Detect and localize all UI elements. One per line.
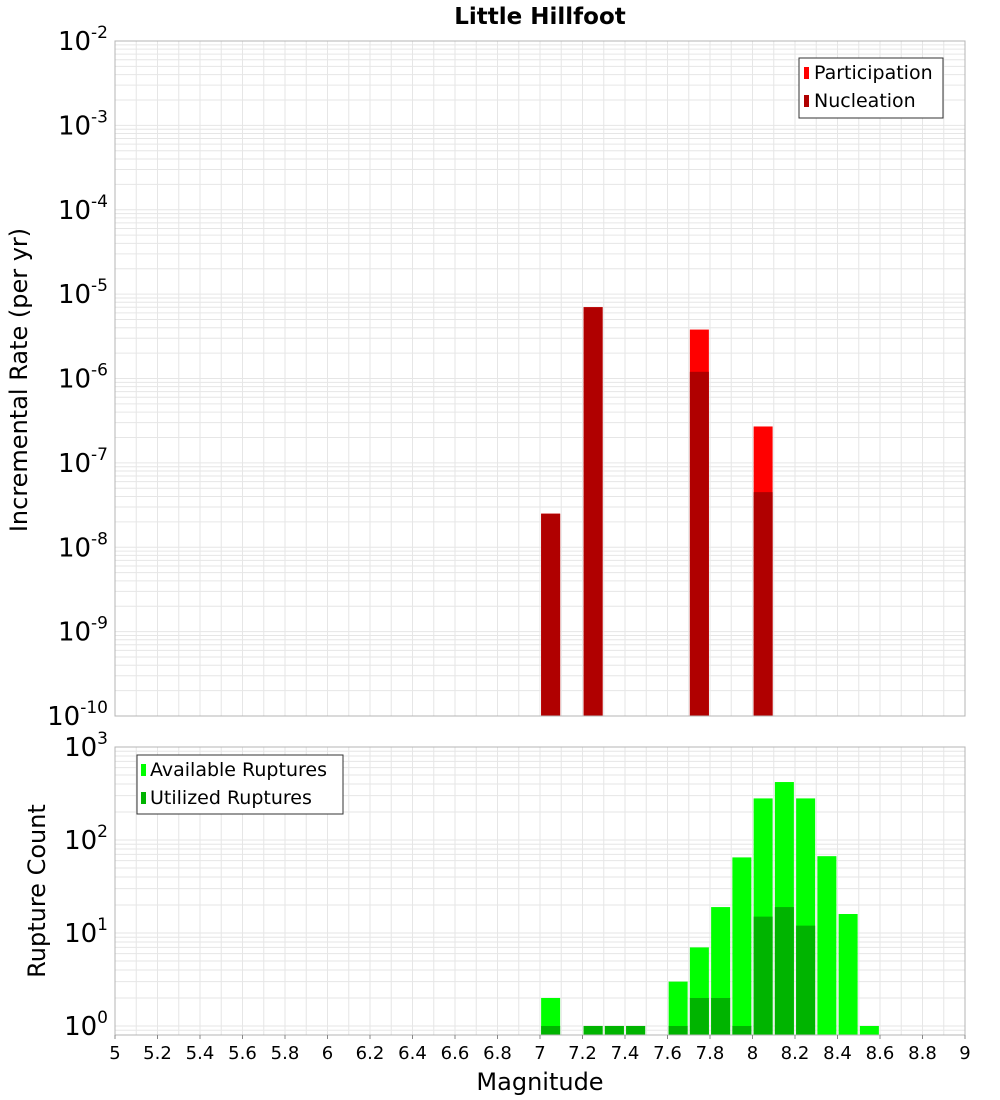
- bar-utilized-ruptures: [583, 1025, 603, 1035]
- x-tick-label: 6.6: [441, 1043, 470, 1064]
- x-tick-label: 8.4: [823, 1043, 852, 1064]
- x-tick-label: 6.4: [398, 1043, 427, 1064]
- legend-swatch-participation: [804, 67, 809, 79]
- x-tick-label: 8.2: [781, 1043, 810, 1064]
- bar-utilized-ruptures: [774, 907, 794, 1035]
- y-tick-label: 10-7: [58, 445, 108, 479]
- bar-available-ruptures: [817, 856, 837, 1035]
- legend-label-nucleation: Nucleation: [814, 90, 916, 112]
- legend-swatch-nucleation: [804, 95, 809, 107]
- x-tick-label: 8.6: [866, 1043, 895, 1064]
- x-tick-label: 7.4: [611, 1043, 640, 1064]
- bar-nucleation: [541, 513, 561, 716]
- bar-available-ruptures: [838, 914, 858, 1035]
- legend-label-participation: Participation: [814, 62, 933, 84]
- bottom-bars: [541, 782, 879, 1035]
- legend-swatch-utilized: [141, 792, 146, 804]
- y-tick-label: 101: [64, 915, 108, 949]
- top-legend: Participation Nucleation: [798, 57, 944, 119]
- bar-utilized-ruptures: [689, 997, 709, 1035]
- bar-available-ruptures: [668, 981, 688, 1035]
- y-tick-label: 10-5: [58, 276, 108, 310]
- y-tick-label: 10-9: [58, 614, 108, 648]
- legend-label-available: Available Ruptures: [150, 759, 327, 781]
- x-tick-label: 5: [109, 1043, 120, 1064]
- bar-utilized-ruptures: [604, 1025, 624, 1035]
- chart-title: Little Hillfoot: [454, 4, 626, 30]
- bar-available-ruptures: [859, 1025, 879, 1035]
- top-y-tick-labels: 10-10 10-9 10-8 10-7 10-6 10-5 10-4 10-3 10-2: [47, 23, 108, 732]
- x-tick-label: 6.2: [356, 1043, 385, 1064]
- bottom-legend-box: [136, 754, 344, 815]
- x-tick-labels: 5 5.2 5.4 5.6 5.8 6 6.2 6.4 6.6 6.8 7 7.2 7.4 7.6 7.8 8…: [109, 1035, 971, 1064]
- bottom-y-tick-labels: 100 101 102 103: [64, 729, 108, 1042]
- bar-nucleation: [753, 492, 773, 716]
- x-tick-label: 6.8: [483, 1043, 512, 1064]
- top-bars: [541, 307, 773, 716]
- bottom-y-axis-title: Rupture Count: [23, 804, 51, 978]
- y-tick-label: 103: [64, 729, 108, 763]
- legend-swatch-available: [141, 764, 146, 776]
- x-tick-label: 5.2: [143, 1043, 172, 1064]
- y-tick-label: 10-6: [58, 361, 108, 395]
- legend-label-utilized: Utilized Ruptures: [150, 787, 312, 809]
- top-y-axis-title: Incremental Rate (per yr): [5, 228, 33, 532]
- bar-utilized-ruptures: [796, 925, 816, 1035]
- x-tick-label: 7.6: [653, 1043, 682, 1064]
- x-tick-label: 5.4: [186, 1043, 215, 1064]
- y-tick-label: 100: [64, 1008, 108, 1042]
- bar-utilized-ruptures: [668, 1025, 688, 1035]
- bar-nucleation: [583, 307, 603, 716]
- y-tick-label: 10-2: [58, 23, 108, 57]
- x-tick-label: 8: [747, 1043, 758, 1064]
- bar-utilized-ruptures: [753, 916, 773, 1035]
- x-axis-title: Magnitude: [476, 1068, 603, 1096]
- y-tick-label: 10-3: [58, 107, 108, 141]
- x-tick-label: 8.8: [908, 1043, 937, 1064]
- x-tick-label: 6: [322, 1043, 333, 1064]
- top-plot-frame: [114, 40, 966, 717]
- bar-utilized-ruptures: [541, 1025, 561, 1035]
- top-grid: [114, 40, 966, 717]
- bar-utilized-ruptures: [711, 997, 731, 1035]
- bar-available-ruptures: [732, 857, 752, 1035]
- x-tick-label: 7.2: [568, 1043, 597, 1064]
- x-tick-label: 7: [534, 1043, 545, 1064]
- y-tick-label: 10-10: [47, 698, 108, 732]
- bar-utilized-ruptures: [626, 1025, 646, 1035]
- bottom-legend: Available Ruptures Utilized Ruptures: [136, 754, 344, 815]
- bar-nucleation: [689, 371, 709, 716]
- y-tick-label: 10-8: [58, 529, 108, 563]
- x-tick-label: 5.8: [271, 1043, 300, 1064]
- top-legend-box: [798, 57, 944, 119]
- x-tick-label: 7.8: [696, 1043, 725, 1064]
- bar-available-ruptures: [541, 997, 561, 1035]
- y-tick-label: 102: [64, 822, 108, 856]
- bar-utilized-ruptures: [732, 1025, 752, 1035]
- x-tick-label: 5.6: [228, 1043, 257, 1064]
- y-tick-label: 10-4: [58, 192, 108, 226]
- x-tick-label: 9: [959, 1043, 970, 1064]
